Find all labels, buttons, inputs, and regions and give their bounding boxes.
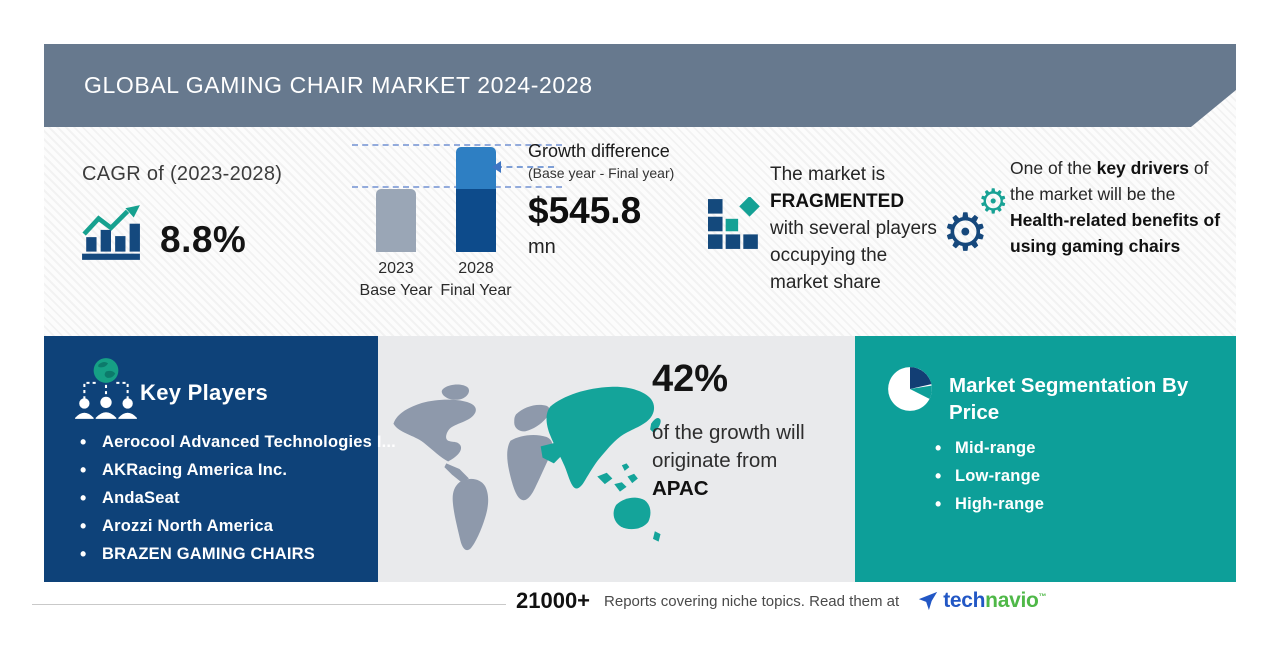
growth-difference-unit: mn <box>528 236 556 258</box>
key-player-item: AKRacing America Inc. <box>80 456 396 484</box>
technavio-logo[interactable]: technavio™ <box>917 589 1047 613</box>
apac-growth-value: 42% <box>652 358 729 400</box>
footer-tagline: Reports covering niche topics. Read them… <box>604 592 900 610</box>
key-player-item: BRAZEN GAMING CHAIRS <box>80 540 396 568</box>
panels-row: Key Players Aerocool Advanced Technologi… <box>44 336 1236 582</box>
bar-2028 <box>456 147 496 252</box>
growth-chart-section: 2023 Base Year 2028 Final Year Growth di… <box>340 127 700 336</box>
page-title: GLOBAL GAMING CHAIR MARKET 2024-2028 <box>84 72 593 98</box>
header-banner: GLOBAL GAMING CHAIR MARKET 2024-2028 <box>44 44 1236 127</box>
gear-large-icon: ⚙ <box>942 203 989 263</box>
growth-difference-subtitle: (Base year - Final year) <box>528 165 675 181</box>
dashed-reference-line-top <box>352 144 562 146</box>
segment-item: Mid-range <box>935 434 1044 462</box>
stats-row: CAGR of (2023-2028) 8.8% <box>44 127 1236 336</box>
fragmentation-section: The market is FRAGMENTED with several pl… <box>700 127 940 336</box>
growth-difference-title: Growth difference <box>528 141 670 161</box>
key-players-list: Aerocool Advanced Technologies I... AKRa… <box>80 428 396 568</box>
segmentation-title: Market Segmentation By Price <box>949 374 1189 424</box>
reports-count: 21000+ <box>516 588 591 613</box>
segment-item: Low-range <box>935 462 1044 490</box>
key-player-item: Aerocool Advanced Technologies I... <box>80 428 396 456</box>
gear-small-icon: ⚙ <box>978 182 1009 222</box>
segmentation-panel: Market Segmentation By Price Mid-range L… <box>855 336 1236 582</box>
trademark-mark: ™ <box>1038 592 1047 601</box>
world-map <box>393 384 661 551</box>
segment-item: High-range <box>935 490 1044 518</box>
key-drivers-text: One of the key drivers of the market wil… <box>1010 158 1221 256</box>
bar-2023 <box>376 189 416 252</box>
key-players-title: Key Players <box>140 380 269 405</box>
cagr-value: 8.8% <box>160 219 247 260</box>
fragmentation-text: The market is FRAGMENTED with several pl… <box>770 164 937 293</box>
bar-2028-base-segment <box>456 189 496 252</box>
key-drivers-section: ⚙ ⚙ One of the key drivers of the market… <box>940 127 1236 336</box>
bar-chart-growth-icon <box>82 205 140 260</box>
bar-label-2028: 2028 Final Year <box>440 260 512 299</box>
fragmented-squares-icon <box>708 197 760 249</box>
technavio-arrow-icon <box>919 591 938 611</box>
cagr-section: CAGR of (2023-2028) 8.8% <box>44 127 340 336</box>
footer: 21000+ Reports covering niche topics. Re… <box>516 588 1047 614</box>
content-wrapper: GLOBAL GAMING CHAIR MARKET 2024-2028 CAG… <box>44 44 1236 582</box>
left-arrow-icon <box>492 161 554 173</box>
key-players-panel: Key Players Aerocool Advanced Technologi… <box>44 336 396 582</box>
fragmentation-highlight: FRAGMENTED <box>770 191 905 212</box>
growth-difference-value: $545.8 <box>528 190 642 231</box>
regional-growth-panel: 42% of the growth will originate from AP… <box>378 336 855 582</box>
key-player-item: AndaSeat <box>80 484 396 512</box>
growth-difference-block: Growth difference (Base year - Final yea… <box>528 141 704 259</box>
cagr-label: CAGR of (2023-2028) <box>82 163 283 185</box>
gears-icon: ⚙ ⚙ <box>942 182 1009 265</box>
pie-chart-icon <box>888 367 932 411</box>
globe-network-icon <box>75 358 137 419</box>
apac-growth-stat: 42% of the growth will originate from AP… <box>652 358 842 503</box>
bar-label-2023: 2023 Base Year <box>359 260 433 299</box>
segmentation-list: Mid-range Low-range High-range <box>935 434 1044 518</box>
apac-region-label: APAC <box>652 477 709 500</box>
key-player-item: Arozzi North America <box>80 512 396 540</box>
footer-divider <box>32 604 506 605</box>
apac-growth-text: of the growth will originate from APAC <box>652 421 805 500</box>
